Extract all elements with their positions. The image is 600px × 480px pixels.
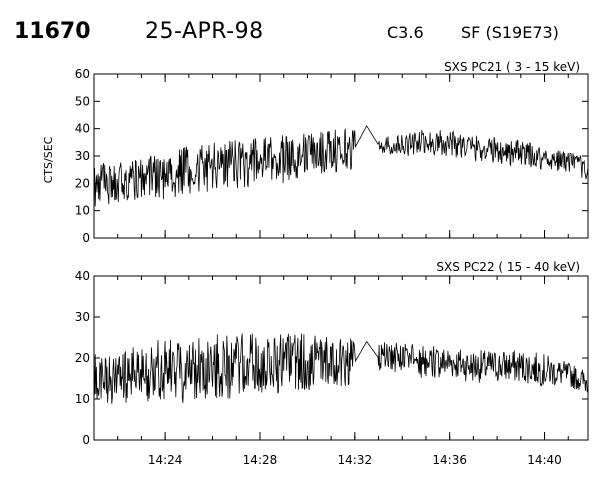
y-axis-label: CTS/SEC [42,136,55,183]
flare-location: SF (S19E73) [461,23,559,42]
panel-title-pc22: SXS PC22 ( 15 - 40 keV) [436,260,580,274]
y-tick-label: 40 [75,122,90,136]
flare-class: C3.6 [387,23,424,42]
series-line-pc22 [93,333,589,404]
x-tick-label: 14:32 [338,453,373,467]
x-ticks-pc22 [93,276,569,440]
x-ticks-pc21 [93,74,569,238]
x-tick-label: 14:24 [148,453,183,467]
event-date: 25-APR-98 [145,19,264,44]
x-tick-label: 14:40 [527,453,562,467]
y-tick-label: 30 [75,310,90,324]
x-tick-label: 14:28 [243,453,278,467]
y-tick-label: 60 [75,67,90,81]
y-tick-label: 0 [82,231,90,245]
y-ticks-pc22: 0 10 20 30 40 [75,269,588,447]
panel-pc21: SXS PC21 ( 3 - 15 keV) CTS/SEC 0 10 20 30 40… [42,60,589,245]
y-tick-label: 10 [75,204,90,218]
y-tick-label: 20 [75,351,90,365]
series-line-pc21 [93,125,589,207]
y-tick-label: 50 [75,94,90,108]
y-tick-label: 20 [75,176,90,190]
y-tick-label: 40 [75,269,90,283]
x-tick-label: 14:36 [432,453,467,467]
event-id: 11670 [14,19,91,44]
y-tick-label: 10 [75,392,90,406]
panel-title-pc21: SXS PC21 ( 3 - 15 keV) [444,60,580,74]
y-tick-label: 30 [75,149,90,163]
y-ticks-pc21: 0 10 20 30 40 50 60 [75,67,588,245]
x-tick-labels: 14:24 14:28 14:32 14:36 14:40 [148,453,562,467]
y-tick-label: 0 [82,433,90,447]
